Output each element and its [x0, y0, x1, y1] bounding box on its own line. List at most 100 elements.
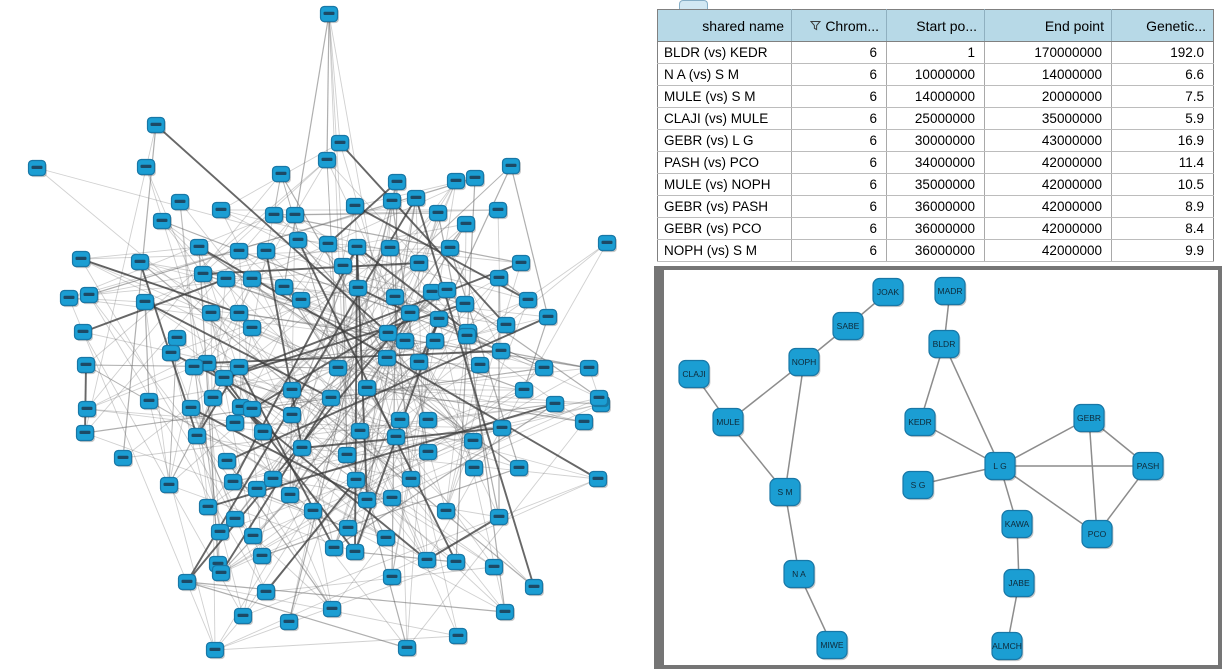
graph-edge — [206, 350, 502, 364]
column-header-shared-name[interactable]: shared name — [657, 9, 792, 42]
column-header-chrom---[interactable]: Chrom... — [791, 9, 887, 42]
graph-edge — [394, 296, 500, 518]
table-row[interactable]: MULE (vs) NOPH 6 35000000 42000000 10.5 — [657, 173, 1214, 196]
table-row[interactable]: GEBR (vs) L G 6 30000000 43000000 16.9 — [657, 129, 1214, 152]
graph-node-label — [413, 260, 425, 264]
graph-edge — [168, 366, 195, 486]
graph-node-label — [156, 218, 168, 222]
graph-node-label — [207, 395, 219, 399]
graph-edge — [333, 340, 406, 549]
graph-node[interactable] — [1132, 451, 1164, 481]
graph-node[interactable] — [902, 470, 934, 500]
graph-node[interactable] — [984, 451, 1016, 481]
table-row[interactable]: NOPH (vs) S M 6 36000000 42000000 9.9 — [657, 239, 1214, 262]
graph-node[interactable] — [712, 407, 744, 437]
graph-node-label — [390, 434, 402, 438]
graph-node-label: KEDR — [908, 417, 932, 427]
graph-edge — [220, 389, 525, 574]
graph-node-label — [352, 285, 364, 289]
column-header-end-point[interactable]: End point — [984, 9, 1112, 42]
graph-node[interactable] — [832, 311, 864, 341]
graph-node[interactable] — [769, 477, 801, 507]
graph-node-label — [79, 430, 91, 434]
graph-node[interactable] — [788, 347, 820, 377]
graph-node-label — [286, 387, 298, 391]
table-cell: 35000000 — [984, 107, 1112, 130]
graph-node[interactable] — [678, 359, 710, 389]
graph-node-label: MADR — [937, 286, 962, 296]
overview-graph-canvas[interactable] — [0, 0, 655, 669]
table-cell: 14000000 — [984, 63, 1112, 86]
table-cell: 6 — [791, 63, 887, 86]
graph-node[interactable] — [934, 276, 966, 306]
graph-edge — [145, 166, 208, 364]
graph-node[interactable] — [904, 407, 936, 437]
graph-edge — [354, 551, 457, 563]
detail-graph-canvas[interactable]: JOAK MADR SABE BLDR NOPH CLAJI MULE KEDR GEBR L G… — [664, 270, 1218, 665]
graph-node-label — [513, 465, 525, 469]
graph-node-label — [221, 458, 233, 462]
graph-node-label — [601, 240, 613, 244]
table-row[interactable]: MULE (vs) S M 6 14000000 20000000 7.5 — [657, 85, 1214, 108]
graph-node-label — [337, 263, 349, 267]
column-header-genetic---[interactable]: Genetic... — [1111, 9, 1214, 42]
table-cell: 6 — [791, 41, 887, 64]
graph-edge — [84, 364, 87, 434]
table-row[interactable]: PASH (vs) PCO 6 34000000 42000000 11.4 — [657, 151, 1214, 174]
graph-node-label: MULE — [716, 417, 740, 427]
graph-edge — [445, 335, 468, 512]
graph-node[interactable] — [1073, 403, 1105, 433]
graph-edge — [1088, 417, 1098, 535]
table-cell: 7.5 — [1111, 85, 1214, 108]
graph-edge — [196, 367, 339, 437]
graph-node-label — [328, 545, 340, 549]
graph-node-label — [467, 438, 479, 442]
graph-node[interactable] — [1001, 509, 1033, 539]
graph-edge — [223, 262, 522, 379]
graph-node[interactable] — [1081, 519, 1113, 549]
table-row[interactable]: CLAJI (vs) MULE 6 25000000 35000000 5.9 — [657, 107, 1214, 130]
graph-edge — [265, 566, 495, 593]
graph-edge — [214, 291, 433, 651]
graph-edge — [168, 337, 178, 486]
graph-node-label: GEBR — [1077, 413, 1101, 423]
graph-edge — [291, 289, 448, 416]
table-cell: 43000000 — [984, 129, 1112, 152]
graph-edge — [88, 294, 267, 593]
graph-node-label — [528, 584, 540, 588]
graph-node[interactable] — [783, 559, 815, 589]
table-row[interactable]: BLDR (vs) KEDR 6 1 170000000 192.0 — [657, 41, 1214, 64]
graph-edge — [347, 527, 506, 613]
graph-edge — [80, 258, 240, 314]
graph-node-label — [83, 292, 95, 296]
graph-edge — [179, 201, 506, 613]
graph-edge — [426, 242, 608, 561]
graph-edge — [366, 387, 585, 423]
graph-node[interactable] — [872, 277, 904, 307]
graph-node[interactable] — [928, 329, 960, 359]
graph-edge — [193, 278, 253, 368]
graph-node-label — [171, 335, 183, 339]
graph-edge — [85, 159, 328, 366]
graph-edge — [283, 286, 549, 318]
graph-node-label — [349, 549, 361, 553]
main-network-view[interactable] — [0, 0, 655, 669]
graph-edge — [337, 367, 361, 432]
graph-edge — [406, 421, 585, 649]
table-row[interactable]: GEBR (vs) PASH 6 36000000 42000000 8.9 — [657, 195, 1214, 218]
graph-node-label — [380, 535, 392, 539]
table-row[interactable]: GEBR (vs) PCO 6 36000000 42000000 8.4 — [657, 217, 1214, 240]
graph-edge — [273, 214, 344, 267]
graph-node-label: MIWE — [820, 640, 843, 650]
column-header-start-po---[interactable]: Start po... — [886, 9, 985, 42]
table-row[interactable]: N A (vs) S M 6 10000000 14000000 6.6 — [657, 63, 1214, 86]
graph-edge — [273, 209, 499, 216]
graph-edge — [36, 167, 412, 480]
graph-node-label — [386, 495, 398, 499]
graph-node[interactable] — [991, 631, 1023, 661]
graph-node[interactable] — [1003, 568, 1035, 598]
table-tab-chip[interactable] — [679, 0, 708, 10]
graph-node-label — [492, 207, 504, 211]
table-cell: 36000000 — [886, 195, 985, 218]
graph-node[interactable] — [816, 630, 848, 660]
